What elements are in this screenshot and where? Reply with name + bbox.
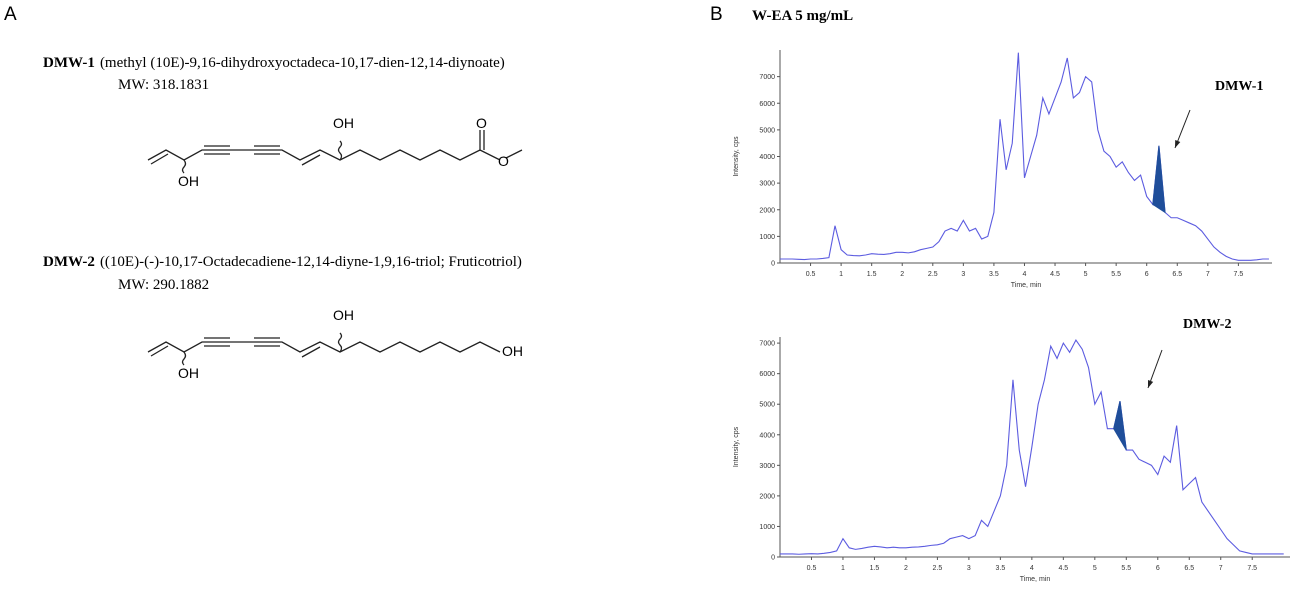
structure-dmw-1: OH OH O O	[147, 115, 523, 189]
y-tick-label: 2000	[759, 493, 775, 500]
panel-label: B	[710, 4, 723, 25]
atom-label: OH	[502, 343, 523, 359]
x-tick-label: 6	[1145, 271, 1149, 278]
x-tick-label: 5.5	[1121, 565, 1131, 572]
chromatogram-line	[780, 338, 1284, 555]
bond	[147, 341, 501, 353]
molecular-weight: MW: 290.1882	[118, 277, 209, 293]
x-tick-label: 3.5	[996, 565, 1006, 572]
panel-label: A	[4, 4, 17, 25]
molecular-weight: MW: 318.1831	[118, 77, 209, 93]
peak-annotation: DMW-1	[1215, 79, 1263, 94]
bond	[301, 346, 321, 358]
x-tick-label: 1.5	[870, 565, 880, 572]
y-tick-label: 4000	[759, 432, 775, 439]
x-tick-label: 3	[967, 565, 971, 572]
y-tick-label: 0	[771, 555, 775, 562]
y-tick-label: 3000	[759, 181, 775, 188]
y-tick-label: 5000	[759, 127, 775, 134]
compound-name: DMW-2	[43, 254, 95, 270]
x-tick-label: 7	[1219, 565, 1223, 572]
bond	[181, 351, 187, 366]
x-tick-label: 2	[904, 565, 908, 572]
compound-name: DMW-1	[43, 55, 95, 71]
atom-label: O	[498, 153, 509, 169]
x-tick-label: 4.5	[1050, 271, 1060, 278]
compound-description: (methyl (10E)-9,16-dihydroxyoctadeca-10,…	[100, 55, 505, 71]
bond	[337, 332, 343, 353]
x-tick-label: 1	[839, 271, 843, 278]
x-tick-label: 3.5	[989, 271, 999, 278]
x-tick-label: 5.5	[1111, 271, 1121, 278]
x-axis-label: Time, min	[1020, 576, 1051, 583]
y-tick-label: 6000	[759, 371, 775, 378]
x-tick-label: 2	[900, 271, 904, 278]
bond	[337, 140, 343, 161]
compound-heading: DMW-2 ((10E)-(-)-10,17-Octadecadiene-12,1…	[43, 254, 522, 270]
arrow-head	[1148, 380, 1154, 388]
y-tick-label: 5000	[759, 402, 775, 409]
atom-label: OH	[178, 365, 199, 381]
arrow-head	[1175, 140, 1181, 148]
bond	[150, 345, 169, 357]
y-tick-label: 1000	[759, 234, 775, 241]
x-tick-label: 5	[1093, 565, 1097, 572]
x-tick-label: 7.5	[1247, 565, 1257, 572]
y-tick-label: 2000	[759, 207, 775, 214]
compound-description: ((10E)-(-)-10,17-Octadecadiene-12,14-diy…	[100, 254, 522, 270]
x-tick-label: 4.5	[1058, 565, 1068, 572]
atom-label: OH	[178, 173, 199, 189]
y-tick-label: 6000	[759, 101, 775, 108]
y-tick-label: 7000	[759, 74, 775, 81]
peak-annotation: DMW-2	[1183, 317, 1231, 332]
y-tick-label: 7000	[759, 341, 775, 348]
x-axis-label: Time, min	[1011, 282, 1042, 289]
x-tick-label: 2.5	[928, 271, 938, 278]
y-tick-label: 1000	[759, 524, 775, 531]
y-tick-label: 0	[771, 261, 775, 268]
x-tick-label: 0.5	[807, 565, 817, 572]
atom-label: OH	[333, 115, 354, 131]
bond	[301, 154, 321, 166]
structure-dmw-2: OH OH OH	[147, 307, 523, 381]
atom-label: O	[476, 115, 487, 131]
panel-title: W-EA 5 mg/mL	[752, 8, 853, 24]
bond	[147, 149, 501, 161]
x-tick-label: 1	[841, 565, 845, 572]
bond	[181, 159, 187, 174]
atom-label: OH	[333, 307, 354, 323]
x-tick-label: 6.5	[1172, 271, 1182, 278]
x-tick-label: 4	[1023, 271, 1027, 278]
x-tick-label: 4	[1030, 565, 1034, 572]
highlighted-peak	[1113, 401, 1127, 451]
x-tick-label: 5	[1084, 271, 1088, 278]
y-axis-label: Intensity, cps	[733, 136, 740, 177]
bond	[505, 149, 523, 159]
x-tick-label: 7	[1206, 271, 1210, 278]
y-tick-label: 4000	[759, 154, 775, 161]
compound-heading: DMW-1 (methyl (10E)-9,16-dihydroxyoctadec…	[43, 55, 505, 71]
x-tick-label: 6.5	[1184, 565, 1194, 572]
highlighted-peak	[1152, 145, 1166, 214]
x-tick-label: 3	[961, 271, 965, 278]
bond	[150, 153, 169, 165]
x-tick-label: 7.5	[1234, 271, 1244, 278]
x-tick-label: 2.5	[933, 565, 943, 572]
x-tick-label: 6	[1156, 565, 1160, 572]
x-tick-label: 0.5	[806, 271, 816, 278]
chromatogram-line	[780, 52, 1269, 261]
x-tick-label: 1.5	[867, 271, 877, 278]
y-axis-label: Intensity, cps	[733, 426, 740, 467]
y-tick-label: 3000	[759, 463, 775, 470]
